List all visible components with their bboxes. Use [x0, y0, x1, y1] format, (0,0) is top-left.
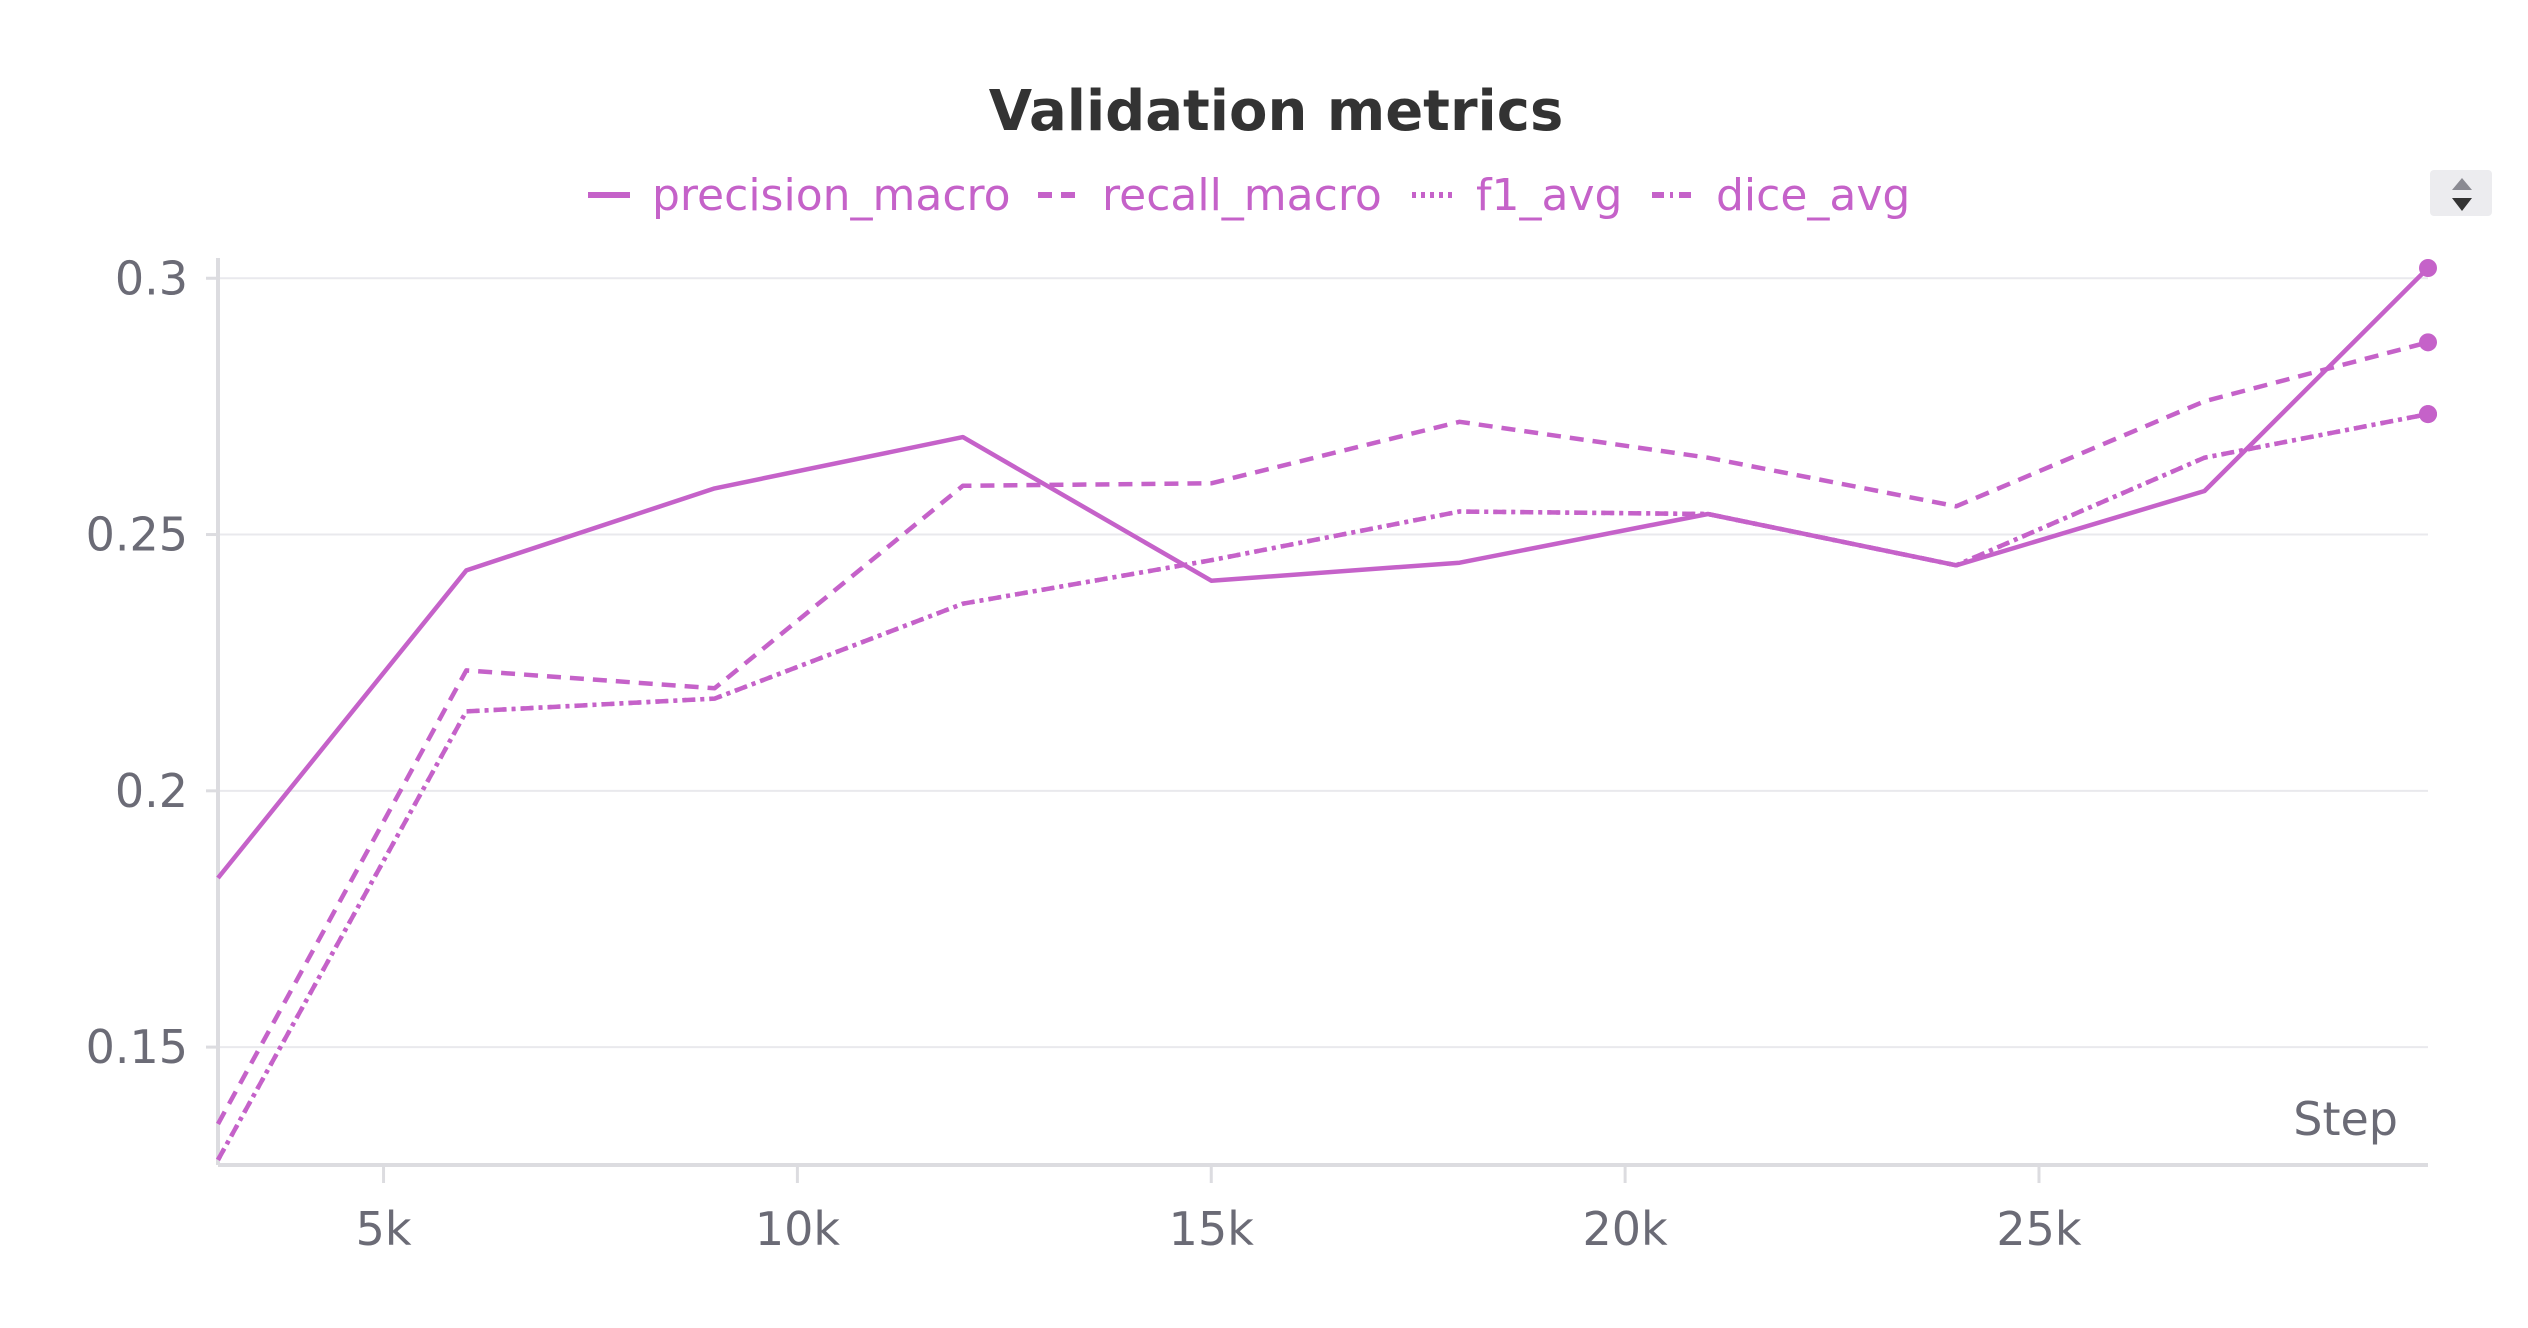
- legend-item-recall-macro[interactable]: recall_macro: [1038, 170, 1382, 221]
- series-end-point[interactable]: [2419, 333, 2437, 352]
- series-line-precision-macro[interactable]: [216, 266, 2430, 880]
- legend-label: f1_avg: [1476, 170, 1622, 221]
- series-end-point[interactable]: [2419, 259, 2437, 277]
- chevron-up-icon[interactable]: [2452, 178, 2472, 190]
- y-tick-label: 0.2: [115, 764, 188, 818]
- series-lines: [216, 259, 2437, 1161]
- legend-label: precision_macro: [652, 170, 1011, 221]
- x-tick-label: 10k: [755, 1202, 841, 1256]
- legend-label: recall_macro: [1102, 170, 1382, 221]
- series-line-recall-macro[interactable]: [216, 340, 2429, 1126]
- gridlines: [218, 277, 2428, 1049]
- chart-title: Validation metrics: [989, 79, 1564, 144]
- y-tick-label: 0.3: [115, 251, 188, 305]
- x-tick-label: 5k: [356, 1202, 412, 1256]
- legend-scroll-control[interactable]: [2430, 170, 2492, 216]
- x-axis-label: Step: [2293, 1092, 2398, 1146]
- x-tick-label: 25k: [1996, 1202, 2082, 1256]
- series-line-dice-avg[interactable]: [216, 411, 2429, 1161]
- chevron-down-icon[interactable]: [2452, 198, 2472, 211]
- legend-item-f1-avg[interactable]: f1_avg: [1412, 170, 1622, 221]
- legend[interactable]: precision_macro recall_macro f1_avg dice_av…: [588, 170, 1910, 221]
- y-tick-label: 0.25: [86, 508, 188, 562]
- legend-item-precision-macro[interactable]: precision_macro: [588, 170, 1011, 221]
- axes: 0.15 0.2 0.25 0.3 5k 10k 15k 20k 25k Step: [86, 251, 2428, 1256]
- y-tick-label: 0.15: [86, 1020, 188, 1074]
- x-tick-label: 20k: [1583, 1202, 1669, 1256]
- legend-item-dice-avg[interactable]: dice_avg: [1652, 170, 1910, 221]
- legend-label: dice_avg: [1716, 170, 1910, 221]
- series-end-point[interactable]: [2419, 405, 2437, 424]
- x-tick-label: 15k: [1169, 1202, 1255, 1256]
